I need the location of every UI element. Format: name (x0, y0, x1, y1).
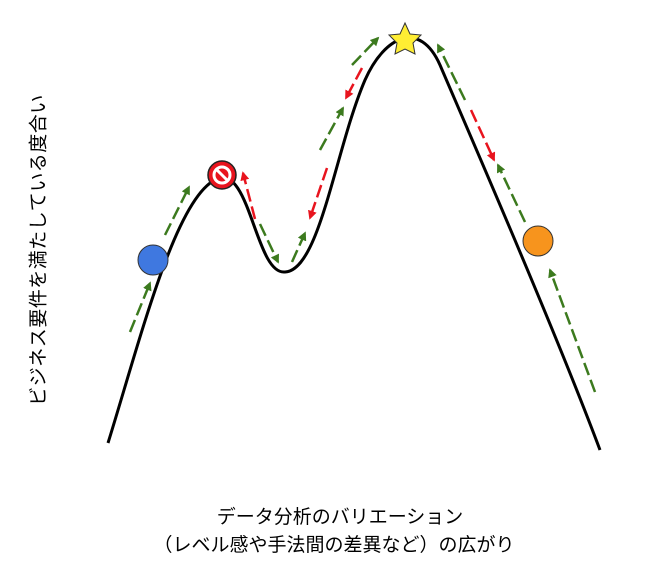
backward-arrow (240, 171, 257, 220)
forward-arrow (290, 231, 307, 263)
x-axis-label-line2: （レベル感や手法間の差異など）の広がり (153, 534, 515, 556)
forward-arrow (548, 268, 597, 393)
forward-arrow (496, 163, 527, 223)
backward-arrow (344, 67, 364, 100)
forward-arrow (351, 36, 380, 66)
landscape-curve (106, 36, 602, 451)
star-icon (387, 21, 423, 55)
forward-arrow (436, 43, 467, 101)
no-entry-icon (207, 160, 237, 190)
backward-arrow (469, 109, 496, 162)
y-axis-label: ビジネス要件を満たしている度合い (27, 94, 50, 406)
backward-arrow (308, 167, 329, 220)
x-axis-label-line1: データ分析のバリエーション (216, 506, 464, 528)
forward-arrow (128, 281, 152, 333)
orange-ball (522, 225, 554, 257)
blue-ball (137, 244, 169, 276)
forward-arrow (163, 185, 191, 236)
forward-arrow (258, 223, 280, 264)
forward-arrow (318, 106, 345, 151)
